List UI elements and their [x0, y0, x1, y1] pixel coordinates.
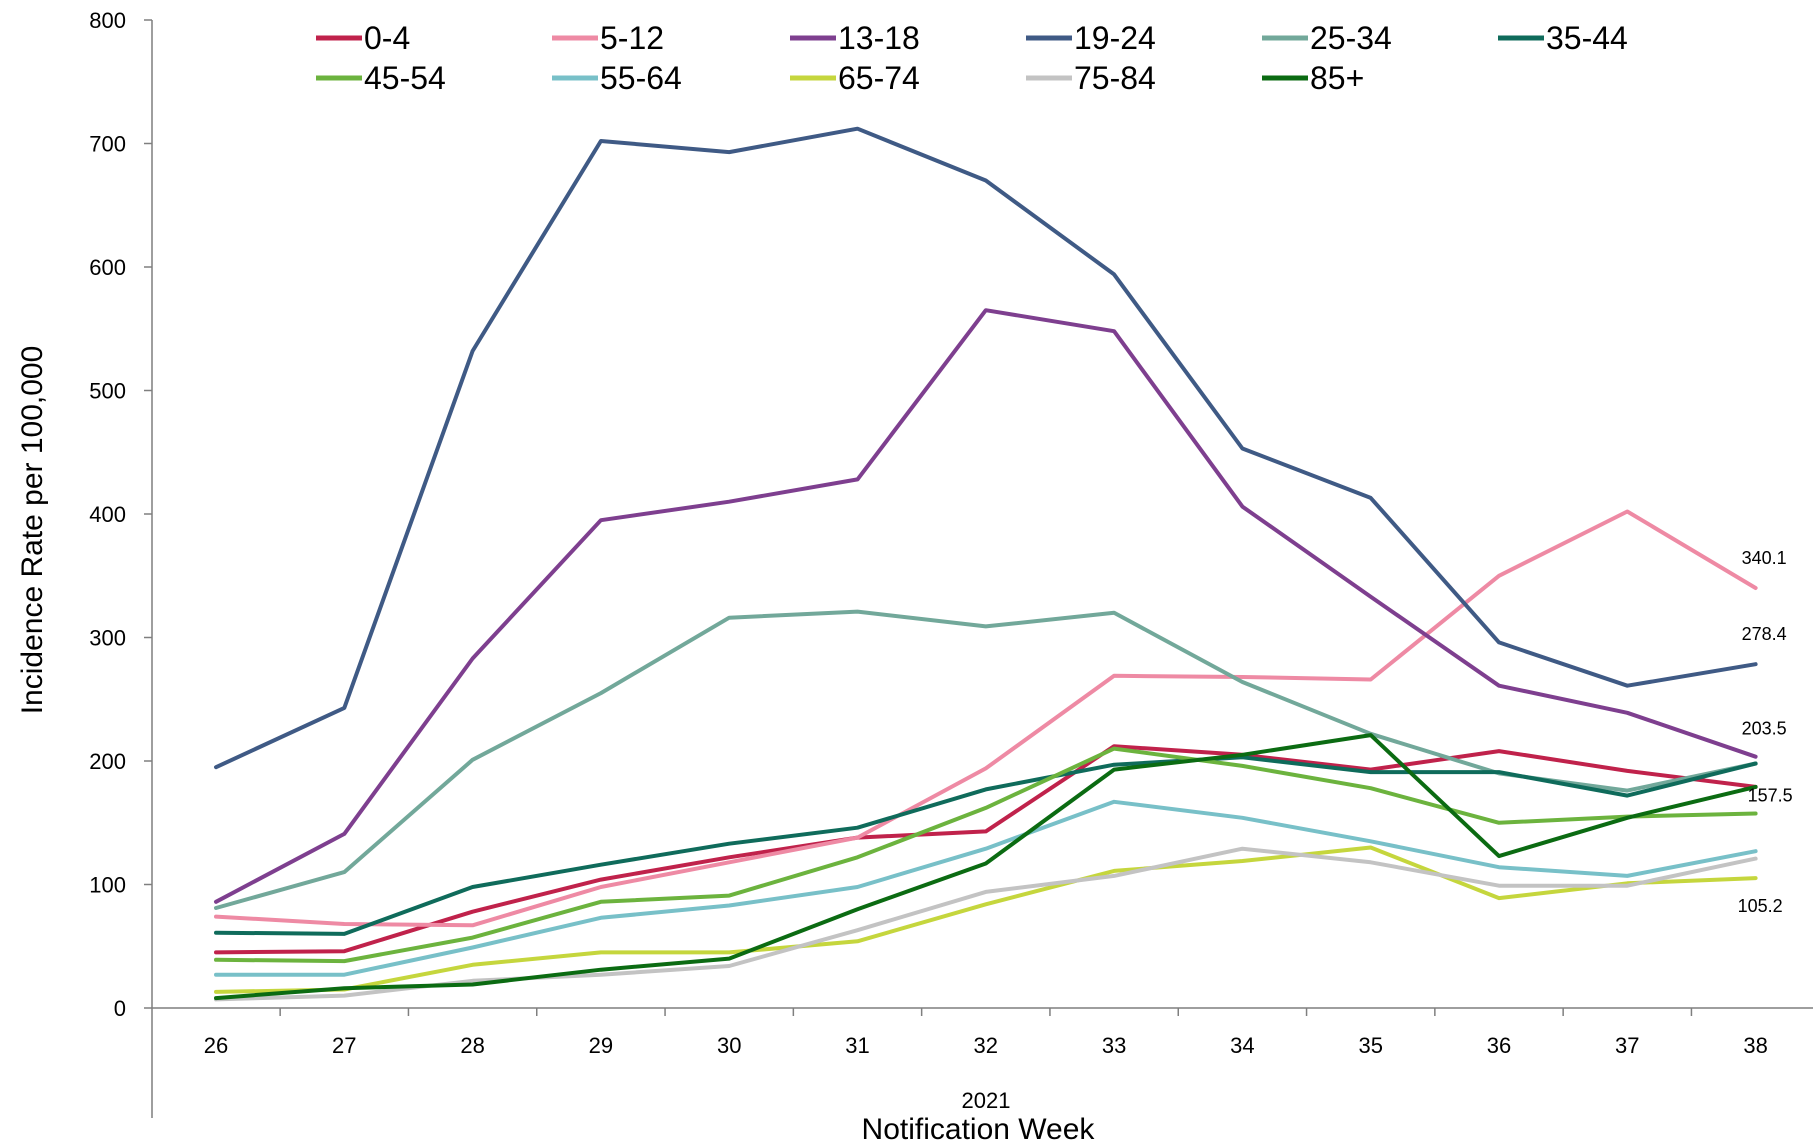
x-tick-label: 34 [1230, 1033, 1254, 1058]
end-data-label: 157.5 [1748, 785, 1793, 805]
series-line-0-4 [214, 744, 1758, 955]
legend-label: 5-12 [600, 20, 664, 56]
series-line-45-54 [214, 746, 1758, 964]
legend-label: 55-64 [600, 60, 682, 96]
legend-label: 25-34 [1310, 20, 1392, 56]
x-tick-label: 36 [1487, 1033, 1511, 1058]
series-line-5-12 [214, 509, 1758, 928]
y-tick-label: 700 [89, 132, 126, 157]
legend-item: 19-24 [1026, 20, 1156, 56]
legend-item: 5-12 [552, 20, 664, 56]
series-line-13-18 [214, 308, 1758, 904]
legend-item: 13-18 [790, 20, 920, 56]
y-axis-title: Incidence Rate per 100,000 [16, 346, 49, 715]
y-tick-label: 400 [89, 502, 126, 527]
legend-label: 65-74 [838, 60, 920, 96]
legend-item: 0-4 [316, 20, 410, 56]
x-axis-title: Notification Week [862, 1113, 1096, 1146]
y-tick-label: 500 [89, 379, 126, 404]
x-tick-label: 35 [1358, 1033, 1382, 1058]
legend-label: 0-4 [364, 20, 410, 56]
x-tick-label: 27 [332, 1033, 356, 1058]
series-group [214, 126, 1758, 1002]
legend-item: 25-34 [1262, 20, 1392, 56]
y-tick-label: 200 [89, 749, 126, 774]
x-tick-label: 30 [717, 1033, 741, 1058]
legend: 0-4 5-12 13-18 19-24 25-34 35-44 45-54 55-64 65-… [316, 20, 1628, 96]
x-tick-label: 29 [589, 1033, 613, 1058]
x-tick-label: 33 [1102, 1033, 1126, 1058]
x-tick-label: 38 [1743, 1033, 1767, 1058]
y-tick-label: 600 [89, 255, 126, 280]
legend-label: 35-44 [1546, 20, 1628, 56]
legend-label: 19-24 [1074, 20, 1156, 56]
y-tick-label: 100 [89, 873, 126, 898]
legend-label: 45-54 [364, 60, 446, 96]
x-tick-label: 37 [1615, 1033, 1639, 1058]
series-line-75-84 [214, 846, 1758, 1002]
end-data-label: 105.2 [1738, 896, 1783, 916]
x-tick-label: 32 [974, 1033, 998, 1058]
y-tick-label: 0 [114, 996, 126, 1021]
x-ticks: 26 27 28 29 30 31 32 33 34 35 36 37 38 [204, 1008, 1768, 1058]
legend-item: 75-84 [1026, 60, 1156, 96]
legend-item: 85+ [1262, 60, 1364, 96]
legend-item: 65-74 [790, 60, 920, 96]
legend-label: 75-84 [1074, 60, 1156, 96]
series-line-35-44 [214, 755, 1758, 936]
series-line-19-24 [214, 126, 1758, 770]
series-line-65-74 [214, 845, 1758, 994]
y-tick-label: 300 [89, 626, 126, 651]
x-axis-sublabel: 2021 [962, 1088, 1011, 1113]
series-line-55-64 [214, 799, 1758, 977]
legend-item: 55-64 [552, 60, 682, 96]
end-labels: 340.1 278.4 203.5 157.5 105.2 [1738, 548, 1793, 916]
legend-label: 13-18 [838, 20, 920, 56]
end-data-label: 278.4 [1742, 624, 1787, 644]
end-data-label: 203.5 [1742, 719, 1787, 739]
x-tick-label: 26 [204, 1033, 228, 1058]
y-ticks: 0 100 200 300 400 500 600 700 800 [89, 8, 152, 1021]
x-tick-label: 28 [460, 1033, 484, 1058]
legend-label: 85+ [1310, 60, 1364, 96]
y-tick-label: 800 [89, 8, 126, 33]
legend-item: 35-44 [1498, 20, 1628, 56]
end-data-label: 340.1 [1742, 548, 1787, 568]
series-line-85+ [214, 733, 1758, 1001]
x-tick-label: 31 [845, 1033, 869, 1058]
legend-item: 45-54 [316, 60, 446, 96]
axes: 0 100 200 300 400 500 600 700 800 26 27 28 29 30 31 32… [89, 8, 1813, 1118]
